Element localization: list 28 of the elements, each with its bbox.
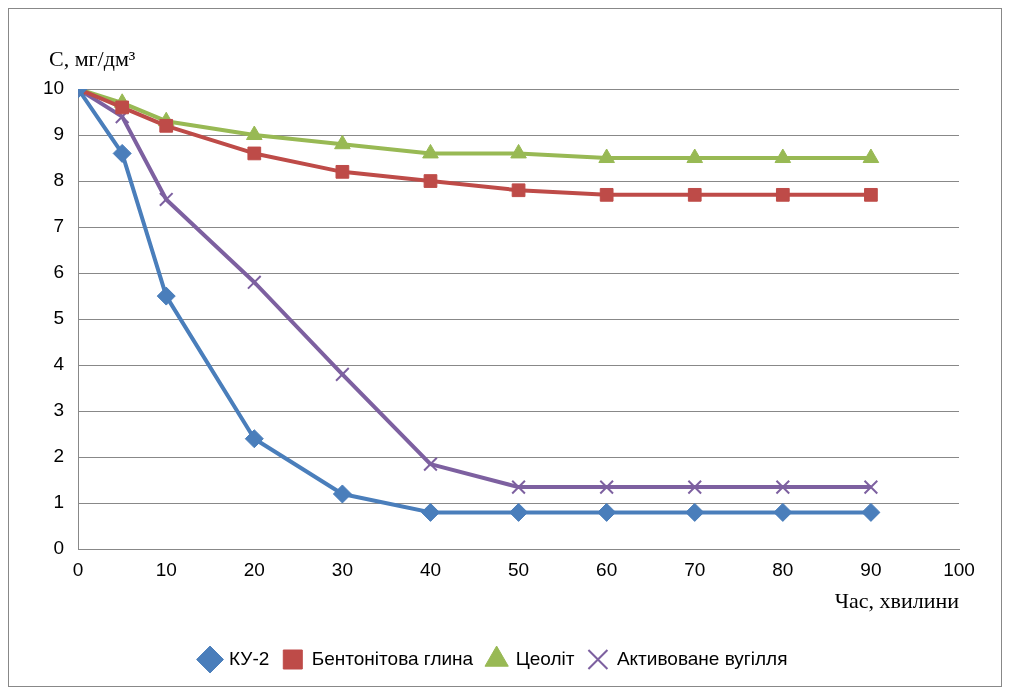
legend-label: Бентонітова глина xyxy=(311,647,474,669)
y-tick-label: 5 xyxy=(53,307,65,329)
y-tick-label: 10 xyxy=(42,77,65,99)
x-tick-label: 50 xyxy=(508,558,530,580)
y-axis-title: С, мг/дм³ xyxy=(49,45,136,71)
x-tick-label: 70 xyxy=(684,558,706,580)
x-tick-label: 0 xyxy=(72,558,84,580)
legend-label: Активоване вугілля xyxy=(616,647,788,669)
x-tick-label: 40 xyxy=(419,558,442,580)
y-tick-label: 9 xyxy=(53,123,65,145)
x-tick-label: 60 xyxy=(596,558,618,580)
x-axis-title: Час, хвилини xyxy=(834,587,960,613)
x-tick-label: 90 xyxy=(860,558,882,580)
x-tick-label: 30 xyxy=(331,558,353,580)
y-tick-label: 6 xyxy=(53,261,65,283)
y-tick-label: 8 xyxy=(53,169,65,191)
legend-label: Цеоліт xyxy=(515,647,575,669)
y-tick-label: 3 xyxy=(53,399,65,421)
legend-label: КУ-2 xyxy=(229,647,270,669)
x-tick-label: 80 xyxy=(772,558,794,580)
x-tick-label: 20 xyxy=(243,558,265,580)
x-tick-label: 100 xyxy=(943,558,975,580)
y-tick-label: 2 xyxy=(53,445,65,467)
y-tick-label: 0 xyxy=(53,537,65,559)
x-tick-label: 10 xyxy=(155,558,177,580)
y-tick-label: 1 xyxy=(53,491,65,513)
y-tick-label: 4 xyxy=(53,353,65,375)
y-tick-label: 7 xyxy=(53,215,65,237)
